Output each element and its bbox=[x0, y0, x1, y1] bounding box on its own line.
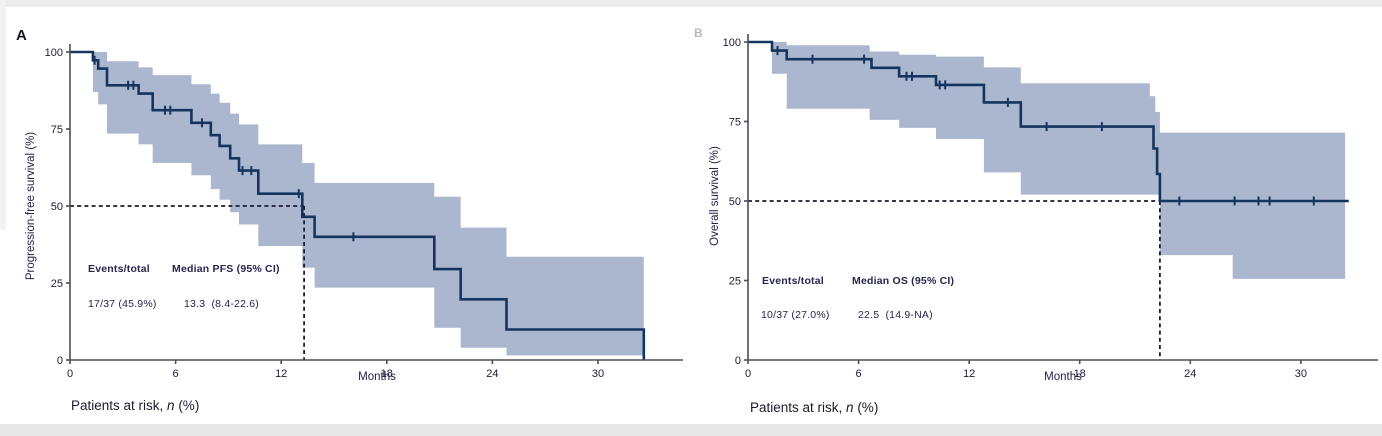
page-top-margin bbox=[0, 0, 1382, 7]
y-tick-label: 100 bbox=[723, 37, 741, 49]
pfs-km-plot: 0 25 50 75 100 0 6 12 18 24 30 bbox=[45, 44, 683, 380]
panel-os: B Overall survival (%) 0 25 50 75 100 0 6 12 18 2… bbox=[691, 0, 1382, 436]
os-x-axis-label: Months bbox=[1044, 371, 1082, 383]
x-tick-label: 0 bbox=[745, 368, 751, 380]
y-tick-label: 25 bbox=[51, 278, 63, 290]
panel-a-label: A bbox=[16, 27, 27, 44]
x-tick-label: 18 bbox=[1074, 368, 1086, 380]
x-tick-label: 0 bbox=[67, 368, 73, 380]
x-tick-label: 30 bbox=[592, 368, 604, 380]
x-tick-label: 30 bbox=[1295, 368, 1307, 380]
y-tick-label: 75 bbox=[729, 116, 741, 128]
x-tick-label: 12 bbox=[963, 368, 975, 380]
y-tick-label: 75 bbox=[51, 124, 63, 136]
pfs-x-axis-label: Months bbox=[358, 371, 396, 383]
x-tick-label: 24 bbox=[1184, 368, 1196, 380]
page-left-margin bbox=[0, 0, 6, 230]
y-tick-label: 0 bbox=[57, 355, 63, 367]
os-median-header: Median OS (95% CI) bbox=[852, 275, 955, 287]
risk-n-italic: n bbox=[167, 398, 175, 413]
pfs-events-value: 17/37 (45.9%) bbox=[88, 298, 157, 310]
os-km-plot: 0 25 50 75 100 0 6 12 18 24 30 bbox=[723, 34, 1378, 380]
panel-pfs: A Progression-free survival (%) 0 25 50 75 1… bbox=[16, 27, 683, 413]
pfs-median-header: Median PFS (95% CI) bbox=[172, 263, 280, 275]
x-tick-label: 24 bbox=[486, 368, 498, 380]
os-events-header: Events/total bbox=[762, 275, 824, 287]
y-tick-label: 100 bbox=[45, 47, 63, 59]
risk-n-italic: n bbox=[846, 400, 854, 415]
y-tick-label: 25 bbox=[729, 275, 741, 287]
pfs-events-header: Events/total bbox=[88, 263, 150, 275]
x-tick-label: 6 bbox=[856, 368, 862, 380]
y-tick-label: 50 bbox=[729, 196, 741, 208]
pfs-patients-at-risk-label: Patients at risk, n (%) bbox=[71, 398, 199, 413]
risk-prefix: Patients at risk, bbox=[71, 398, 168, 413]
risk-suffix: (%) bbox=[174, 398, 200, 413]
page-bottom-margin bbox=[0, 424, 1382, 436]
pfs-median-value: 13.3 (8.4-22.6) bbox=[184, 298, 259, 310]
risk-prefix: Patients at risk, bbox=[750, 400, 847, 415]
os-patients-at-risk-label: Patients at risk, n (%) bbox=[750, 400, 878, 415]
os-median-value: 22.5 (14.9-NA) bbox=[858, 309, 933, 321]
ci-band bbox=[92, 52, 644, 356]
y-tick-label: 50 bbox=[51, 201, 63, 213]
y-tick-label: 0 bbox=[735, 355, 741, 367]
x-tick-label: 6 bbox=[173, 368, 179, 380]
x-tick-label: 18 bbox=[381, 368, 393, 380]
km-curve bbox=[70, 50, 646, 360]
x-tick-label: 12 bbox=[275, 368, 287, 380]
risk-suffix: (%) bbox=[853, 400, 879, 415]
ci-band bbox=[772, 42, 1346, 279]
os-events-value: 10/37 (27.0%) bbox=[761, 309, 830, 321]
panel-b-label: B bbox=[694, 26, 703, 40]
km-curve bbox=[748, 40, 1349, 203]
